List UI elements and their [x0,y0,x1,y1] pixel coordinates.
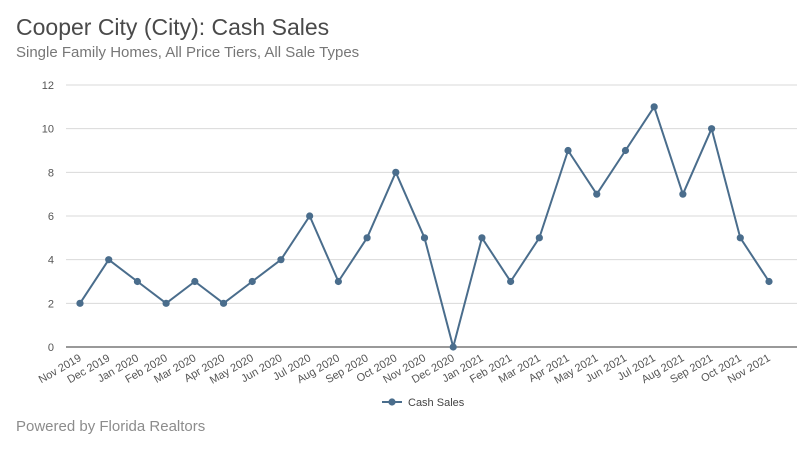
data-point [507,277,515,286]
data-point [535,234,543,242]
data-point [593,190,601,198]
data-point [334,277,342,286]
series-cash-sales [76,103,773,351]
y-tick-label: 0 [48,342,54,354]
series-line [79,105,770,348]
data-point [191,277,199,286]
data-point [679,190,687,198]
y-tick-label: 6 [48,211,54,223]
data-point [564,146,572,155]
chart-title: Cooper City (City): Cash Sales [16,14,330,40]
data-point [650,103,658,111]
legend-marker [388,398,396,406]
data-point [162,299,170,307]
chart-subtitle: Single Family Homes, All Price Tiers, Al… [16,44,360,61]
y-tick-label: 2 [48,298,54,310]
y-tick-label: 4 [48,255,54,267]
data-point [363,234,371,242]
data-point [105,256,113,264]
data-point [621,146,630,155]
y-axis-tick-labels: 0 2 4 6 8 10 12 [42,80,54,354]
data-point [449,343,457,351]
data-point [765,277,773,286]
powered-by-credit: Powered by Florida Realtors [16,418,206,435]
data-point [306,212,314,220]
data-point [392,168,400,176]
y-tick-label: 10 [42,124,54,136]
data-point [420,234,429,242]
legend-label-cash-sales: Cash Sales [408,397,465,409]
data-point [736,234,744,242]
data-point [133,277,142,286]
legend: Cash Sales [382,397,465,409]
data-point [76,299,84,307]
data-point [478,234,486,242]
gridlines [66,84,797,348]
y-tick-label: 12 [42,80,54,92]
y-tick-label: 8 [48,167,54,179]
data-point [219,299,228,307]
data-point [277,256,285,264]
data-point [707,125,716,133]
data-point [248,277,256,286]
